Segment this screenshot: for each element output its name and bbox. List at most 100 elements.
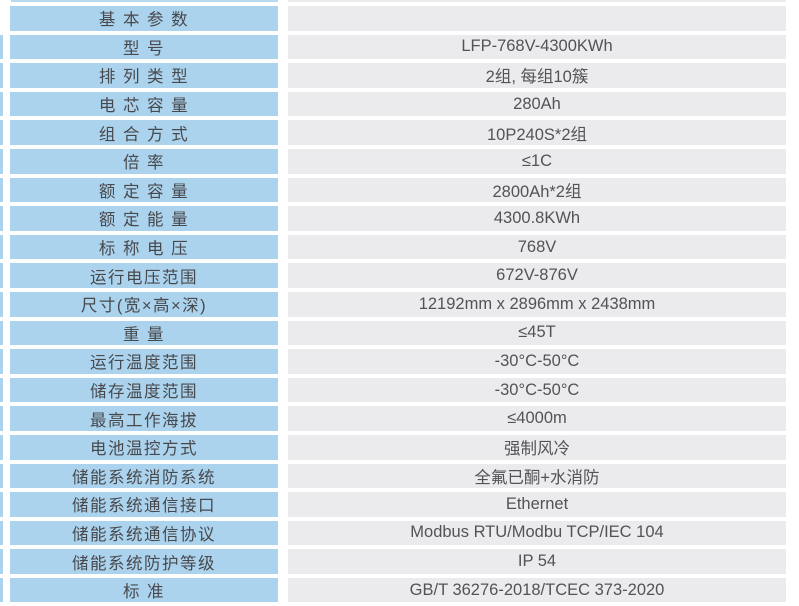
table-row: 储能系统消防系统 全氟已酮+水消防 [0, 463, 786, 489]
spec-label: 储能系统通信协议 [72, 525, 216, 544]
spec-label: 基 本 参 数 [98, 11, 190, 30]
cropped-top-value-cell [288, 0, 786, 2]
spec-value-cell: IP 54 [288, 549, 786, 574]
cropped-left-cell [0, 549, 3, 574]
spec-label-cell: 组 合 方 式 [10, 120, 278, 145]
spec-value-cell: ≤1C [288, 148, 786, 174]
spec-value: LFP-768V-4300KWh [461, 37, 613, 56]
cropped-left-cell [0, 291, 3, 317]
spec-value: Modbus RTU/Modbu TCP/IEC 104 [410, 523, 664, 542]
spec-value: Ethernet [505, 494, 569, 513]
spec-value-cell: 2组, 每组10簇 [288, 63, 786, 88]
cropped-left-cell [0, 148, 3, 174]
spec-label-cell: 倍 率 [10, 148, 278, 174]
table-row: 运行温度范围 -30°C-50°C [0, 349, 786, 374]
spec-label: 运行温度范围 [90, 354, 198, 373]
spec-value-cell: 12192mm x 2896mm x 2438mm [288, 291, 786, 317]
spec-label: 运行电压范围 [90, 268, 198, 287]
spec-label-cell: 尺寸(宽×高×深) [10, 291, 278, 317]
spec-label: 最高工作海拔 [90, 411, 198, 430]
spec-value: ≤4000m [507, 409, 567, 428]
spec-label-cell: 排 列 类 型 [10, 63, 278, 88]
spec-label-cell: 运行温度范围 [10, 349, 278, 374]
spec-label-cell: 运行电压范围 [10, 263, 278, 288]
cropped-left-cell [0, 206, 3, 231]
spec-label: 电池温控方式 [90, 440, 198, 459]
spec-value-cell: 280Ah [288, 91, 786, 117]
spec-value: 4300.8KWh [493, 208, 581, 227]
spec-label: 组 合 方 式 [98, 125, 190, 144]
table-row: 组 合 方 式 10P240S*2组 [0, 120, 786, 145]
table-row: 储存温度范围 -30°C-50°C [0, 377, 786, 403]
cropped-left-cell [0, 349, 3, 374]
spec-label: 排 列 类 型 [98, 68, 190, 87]
spec-label: 额 定 能 量 [98, 211, 190, 230]
spec-value-cell: 强制风冷 [288, 434, 786, 460]
table-row: 尺寸(宽×高×深) 12192mm x 2896mm x 2438mm [0, 291, 786, 317]
spec-value-cell: ≤4000m [288, 406, 786, 431]
spec-label-cell: 电池温控方式 [10, 434, 278, 460]
cropped-left-cell [0, 63, 3, 88]
spec-label-cell: 储能系统防护等级 [10, 549, 278, 574]
spec-value: ≤45T [518, 323, 556, 342]
spec-label: 标 称 电 压 [98, 240, 190, 259]
spec-label-cell: 型 号 [10, 34, 278, 60]
table-row: 电池温控方式 强制风冷 [0, 434, 786, 460]
table-row: 储能系统通信接口 Ethernet [0, 492, 786, 517]
spec-value: 全氟已酮+水消防 [474, 468, 600, 487]
spec-label-cell: 基 本 参 数 [10, 6, 278, 31]
spec-value: GB/T 36276-2018/TCEC 373-2020 [409, 580, 665, 599]
table-row: 电 芯 容 量 280Ah [0, 91, 786, 117]
spec-label: 重 量 [122, 325, 166, 344]
table-row: 运行电压范围 672V-876V [0, 263, 786, 288]
spec-value: ≤1C [521, 151, 553, 170]
cropped-left-cell [0, 177, 3, 203]
cropped-top-row [0, 0, 799, 2]
spec-value: 672V-876V [496, 266, 578, 285]
spec-value: IP 54 [517, 552, 557, 571]
cropped-left-cell [0, 492, 3, 517]
spec-label: 储存温度范围 [90, 383, 198, 402]
spec-value-cell [288, 6, 786, 31]
table-row: 额 定 容 量 2800Ah*2组 [0, 177, 786, 203]
spec-value-cell: -30°C-50°C [288, 349, 786, 374]
cropped-left-cell [0, 377, 3, 403]
spec-value-cell: GB/T 36276-2018/TCEC 373-2020 [288, 577, 786, 603]
cropped-top-label-cell [11, 0, 278, 2]
cropped-left-cell [0, 434, 3, 460]
spec-label: 标 准 [122, 583, 166, 602]
cropped-left-cell [0, 320, 3, 346]
spec-value: 12192mm x 2896mm x 2438mm [418, 294, 656, 313]
cropped-left-cell [0, 91, 3, 117]
spec-value-cell: -30°C-50°C [288, 377, 786, 403]
spec-value-cell: Ethernet [288, 492, 786, 517]
spec-label: 倍 率 [122, 154, 166, 173]
spec-label-cell: 标 称 电 压 [10, 234, 278, 260]
cropped-left-cell [0, 577, 3, 603]
spec-value-cell: Modbus RTU/Modbu TCP/IEC 104 [288, 520, 786, 546]
spec-label-cell: 最高工作海拔 [10, 406, 278, 431]
table-row: 排 列 类 型 2组, 每组10簇 [0, 63, 786, 88]
spec-value-cell: LFP-768V-4300KWh [288, 34, 786, 60]
spec-label: 额 定 容 量 [98, 182, 190, 201]
spec-value: 280Ah [513, 94, 561, 113]
table-row: 基 本 参 数 [0, 6, 786, 31]
table-row: 倍 率 ≤1C [0, 148, 786, 174]
table-row: 重 量 ≤45T [0, 320, 786, 346]
table-row: 最高工作海拔 ≤4000m [0, 406, 786, 431]
cropped-left-cell [0, 520, 3, 546]
spec-label-cell: 电 芯 容 量 [10, 91, 278, 117]
table-row: 储能系统防护等级 IP 54 [0, 549, 786, 574]
spec-label-cell: 重 量 [10, 320, 278, 346]
spec-value-cell: 4300.8KWh [288, 206, 786, 231]
table-row: 额 定 能 量 4300.8KWh [0, 206, 786, 231]
table-row: 标 称 电 压 768V [0, 234, 786, 260]
spec-label-cell: 储能系统通信协议 [10, 520, 278, 546]
spec-value-cell: 10P240S*2组 [288, 120, 786, 145]
cropped-left-cell [0, 234, 3, 260]
cropped-left-cell [0, 120, 3, 145]
cropped-left-cell [0, 6, 3, 31]
spec-value-cell: 2800Ah*2组 [288, 177, 786, 203]
cropped-left-cell [0, 463, 3, 489]
spec-value: 强制风冷 [504, 440, 570, 459]
